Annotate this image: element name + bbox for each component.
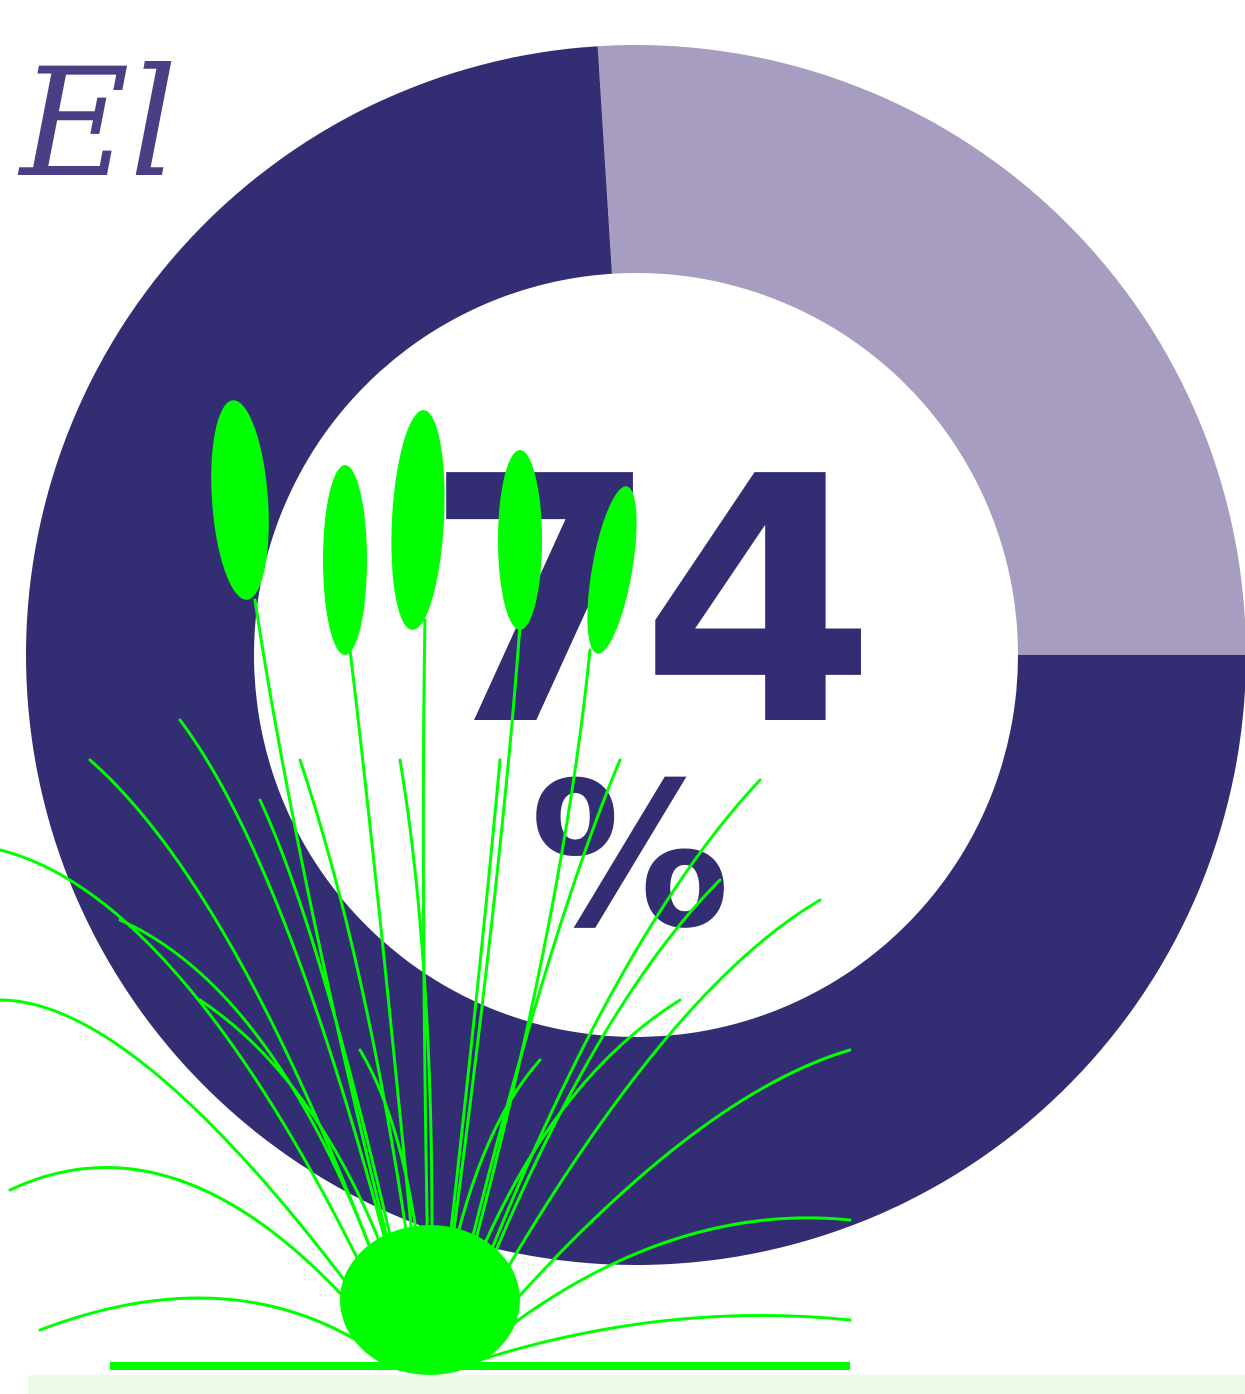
grass-ground (110, 1362, 850, 1370)
chart-title: El (17, 37, 177, 211)
grass-plume (498, 450, 542, 630)
chart: El 74 % (0, 0, 1245, 1394)
grass-blade (10, 1168, 405, 1371)
footer-strip (28, 1375, 1245, 1394)
grass-plume (323, 465, 367, 655)
grass-clump (340, 1225, 520, 1375)
page: El 74 % {"chart (0, 0, 1245, 1394)
